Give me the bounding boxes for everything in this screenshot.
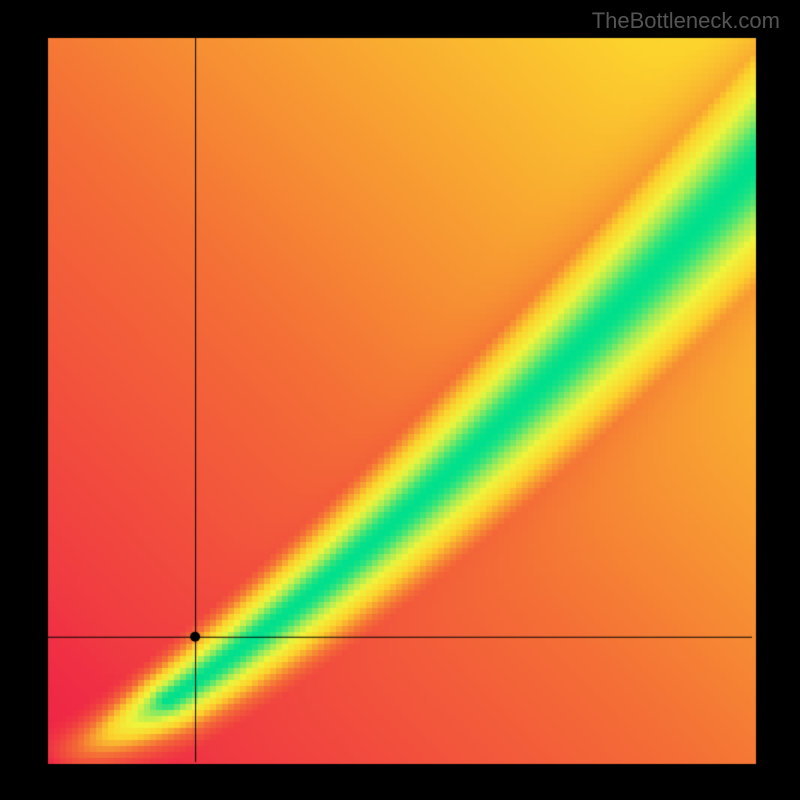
chart-container: TheBottleneck.com bbox=[0, 0, 800, 800]
watermark-text: TheBottleneck.com bbox=[592, 8, 780, 34]
bottleneck-heatmap bbox=[0, 0, 800, 800]
